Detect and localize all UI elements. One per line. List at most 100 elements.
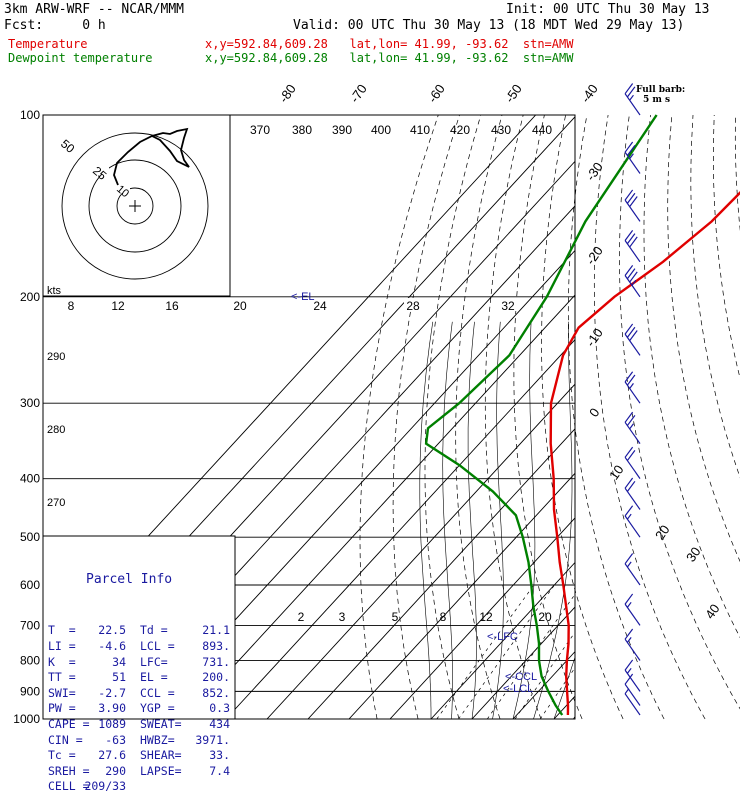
parcel-info-cell: HWBZ= (140, 733, 175, 749)
wind-barb (623, 629, 650, 660)
parcel-info-cell: 209/33 (84, 779, 126, 795)
parcel-info-cell: SHEAR= (140, 748, 182, 764)
dry-adiabat (594, 115, 705, 719)
isotherm-line (185, 115, 740, 719)
parcel-info-cell: 27.6 (98, 748, 126, 764)
parcel-info-cell: Td = (140, 623, 168, 639)
isotherm-line (554, 115, 740, 719)
moist-adiabat (443, 322, 453, 719)
dry-adiabat (542, 115, 624, 719)
parcel-info-cell: 852. (202, 686, 230, 702)
theta-e-label: 280 (47, 424, 65, 436)
theta-label-top: 390 (332, 123, 352, 137)
parcel-info-cell: Tc = (48, 748, 76, 764)
temperature-tick-label: -80 (276, 81, 299, 105)
ccl-marker: <-CCL (505, 671, 537, 683)
isotherm-line (636, 115, 740, 719)
theta-label-mid: 32 (501, 299, 515, 313)
theta-label-top: 430 (491, 123, 511, 137)
temperature-tick-label: -40 (578, 81, 601, 105)
parcel-info-cell: -63 (105, 733, 126, 749)
temperature-tick-label: -10 (583, 325, 606, 349)
lcl-marker: <-LCL (503, 683, 533, 695)
wind-barb (623, 230, 650, 261)
parcel-info-cell: -4.6 (98, 639, 126, 655)
parcel-info-cell: CCL = (140, 686, 175, 702)
parcel-info-cell: PW = (48, 701, 76, 717)
mixing-ratio-label: 5 (392, 610, 399, 624)
parcel-info-cell: YGP = (140, 701, 175, 717)
parcel-info-cell: 34 (112, 655, 126, 671)
el-marker: <-EL (291, 291, 315, 303)
moist-adiabat (616, 322, 740, 719)
parcel-info-title: Parcel Info (48, 571, 234, 588)
theta-label-mid: 20 (233, 299, 247, 313)
theta-label-mid: 8 (68, 299, 75, 313)
wind-barb (623, 372, 650, 403)
parcel-info-cell: EL = (140, 670, 168, 686)
parcel-info-cell: SWI= (48, 686, 76, 702)
parcel-info-cell: LAPSE= (140, 764, 182, 780)
parcel-info-cell: 731. (202, 655, 230, 671)
theta-label-top: 420 (450, 123, 470, 137)
parcel-info-cell: 434 (209, 717, 230, 733)
theta-label-top: 400 (371, 123, 391, 137)
parcel-info-cell: 290 (105, 764, 126, 780)
theta-label-mid: 24 (313, 299, 327, 313)
wind-barb (623, 412, 650, 443)
temperature-tick-label: 10 (606, 462, 627, 482)
parcel-info-cell: 200. (202, 670, 230, 686)
pressure-label: 600 (20, 578, 40, 592)
theta-label-top: 440 (532, 123, 552, 137)
mixing-ratio-label: 2 (298, 610, 305, 624)
parcel-info-cell: 7.4 (209, 764, 230, 780)
pressure-label: 500 (20, 530, 40, 544)
theta-e-label: 270 (47, 497, 65, 509)
isotherm-line (677, 115, 740, 719)
theta-label-mid: 16 (165, 299, 179, 313)
parcel-info-row: Tc = 27.6 SHEAR= 33. (48, 748, 234, 764)
theta-label-top: 410 (410, 123, 430, 137)
pressure-label: 200 (20, 290, 40, 304)
parcel-info-cell: T = (48, 623, 76, 639)
temperature-tick-label: -20 (583, 243, 606, 267)
moist-adiabat (493, 322, 504, 719)
wind-barb-full (623, 660, 635, 670)
moist-adiabat (468, 322, 476, 719)
pressure-label: 300 (20, 396, 40, 410)
parcel-info-cell: CELL = (48, 779, 90, 795)
moist-adiabat (554, 322, 617, 719)
isotherm-line (595, 115, 740, 719)
pressure-label: 400 (20, 472, 40, 486)
mixing-ratio-label: 12 (479, 610, 493, 624)
parcel-info-cell: LI = (48, 639, 76, 655)
mixing-ratio-line (573, 585, 662, 719)
isotherm-line (431, 115, 740, 719)
dry-adiabat (620, 115, 740, 719)
dry-adiabat (393, 115, 459, 719)
wind-barb (623, 84, 650, 115)
isotherm-line (472, 115, 740, 719)
wind-barb-full (623, 594, 635, 604)
mixing-ratio-label: 8 (440, 610, 447, 624)
moist-adiabat (636, 322, 740, 719)
wind-barb (623, 447, 650, 478)
temperature-tick-label: -60 (425, 81, 448, 105)
temperature-tick-label: 30 (683, 544, 704, 564)
parcel-info-cell: 33. (209, 748, 230, 764)
mixing-ratio-label: 20 (538, 610, 552, 624)
parcel-info-cell: 22.5 (98, 623, 126, 639)
temperature-tick-label: -70 (347, 81, 370, 105)
theta-label-top: 380 (292, 123, 312, 137)
wind-barb-full (623, 629, 635, 639)
parcel-info-cell: 0.3 (209, 701, 230, 717)
pressure-label: 1000 (13, 712, 40, 726)
wind-barb (623, 594, 650, 625)
wind-barb (623, 674, 650, 705)
